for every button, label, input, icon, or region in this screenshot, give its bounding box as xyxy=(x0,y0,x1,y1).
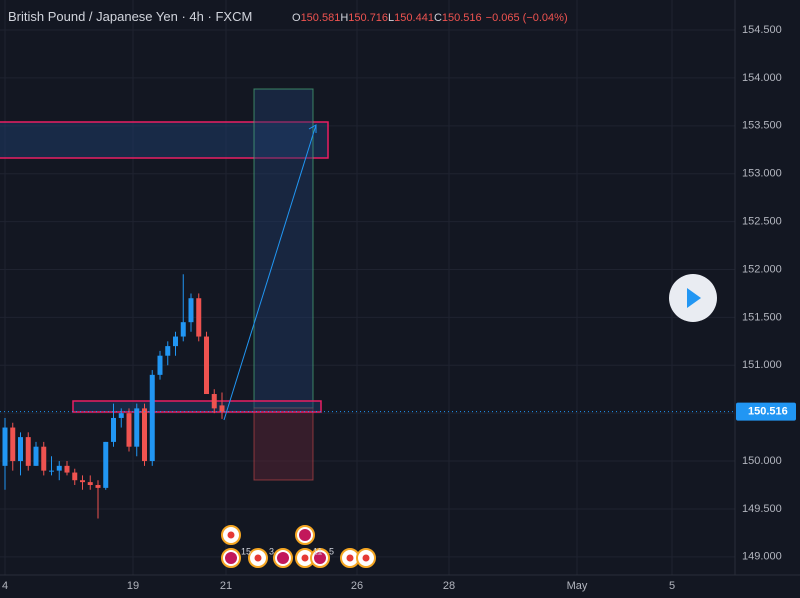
candle-body xyxy=(188,298,194,323)
candle-body xyxy=(196,298,202,337)
candle-body xyxy=(64,465,70,473)
candle-body xyxy=(103,441,109,488)
candle-body xyxy=(111,417,116,442)
candle-body xyxy=(219,405,225,412)
candle-body xyxy=(173,336,178,347)
candle-body xyxy=(49,470,54,472)
candle-body xyxy=(80,480,85,483)
candle-body xyxy=(180,322,186,337)
candle-body xyxy=(149,374,155,462)
event-flag xyxy=(362,554,370,562)
y-tick-label: 149.500 xyxy=(742,503,782,515)
candle-body xyxy=(165,346,171,356)
event-flag xyxy=(227,531,235,539)
projection-arrow xyxy=(223,124,317,421)
y-tick-label: 154.000 xyxy=(742,72,782,84)
last-price-tag xyxy=(736,402,796,421)
candle-body xyxy=(95,485,101,488)
event-flag xyxy=(314,552,326,564)
last-price-label: 150.516 xyxy=(748,406,788,418)
x-tick-label: 19 xyxy=(127,580,139,592)
candle-body xyxy=(204,336,209,395)
y-tick-label: 152.000 xyxy=(742,263,782,275)
event-flag xyxy=(277,552,289,564)
event-count: 3 xyxy=(269,546,274,556)
header: British Pound / Japanese Yen · 4h · FXCM… xyxy=(8,9,568,24)
zone-upper xyxy=(0,121,329,159)
candle-body xyxy=(56,465,62,471)
candle-body xyxy=(10,427,16,462)
ohlc-key: O xyxy=(292,12,301,24)
x-tick-label: 4 xyxy=(2,580,8,592)
target-box xyxy=(253,88,314,409)
candle-body xyxy=(142,408,147,462)
x-tick-label: 28 xyxy=(443,580,455,592)
ohlc-value: 150.441 xyxy=(394,12,434,24)
event-count: 15 xyxy=(241,546,251,556)
play-icon xyxy=(687,288,701,308)
y-tick-label: 150.000 xyxy=(742,455,782,467)
y-tick-label: 151.500 xyxy=(742,311,782,323)
change: −0.065 (−0.04%) xyxy=(486,12,568,24)
ohlc-key: H xyxy=(340,12,348,24)
event-flag xyxy=(346,554,354,562)
y-tick-label: 153.500 xyxy=(742,120,782,132)
candle-body xyxy=(18,437,23,462)
zone-lower xyxy=(72,400,322,413)
ohlc-value: 150.581 xyxy=(301,12,341,24)
ohlc-key: C xyxy=(434,12,442,24)
price-axis xyxy=(735,0,800,598)
header-text: British Pound / Japanese Yen · 4h · FXCM xyxy=(8,9,252,24)
ohlc-value: 150.516 xyxy=(442,12,482,24)
candle-body xyxy=(33,446,39,466)
y-tick-label: 153.000 xyxy=(742,168,782,180)
candle-body xyxy=(118,413,124,418)
event-count: 11 xyxy=(313,546,322,556)
stop-box xyxy=(253,407,314,481)
x-tick-label: 21 xyxy=(220,580,232,592)
symbol: British Pound / Japanese Yen xyxy=(8,9,178,24)
event-flag xyxy=(299,529,311,541)
candle-body xyxy=(126,413,132,447)
y-tick-label: 152.500 xyxy=(742,216,782,228)
event-flag xyxy=(225,552,237,564)
ohlc-value: 150.716 xyxy=(348,12,388,24)
arrow-head xyxy=(308,124,317,133)
candle-body xyxy=(87,482,93,486)
y-tick-label: 154.500 xyxy=(742,24,782,36)
candle-body xyxy=(211,394,217,409)
candle-body xyxy=(134,408,140,447)
x-tick-label: May xyxy=(567,580,588,592)
candle-body xyxy=(72,472,78,481)
x-tick-label: 26 xyxy=(351,580,363,592)
ohlc: O150.581H150.716L150.441C150.516 −0.065 (… xyxy=(292,12,568,24)
source: FXCM xyxy=(215,9,252,24)
candle-body xyxy=(157,355,163,375)
x-tick-label: 5 xyxy=(669,580,675,592)
candle-body xyxy=(25,437,31,466)
event-flag xyxy=(254,554,262,562)
event-flag xyxy=(301,554,309,562)
ohlc-key: L xyxy=(388,12,394,24)
candles xyxy=(2,274,225,519)
candle-body xyxy=(41,446,47,471)
event-count: 5 xyxy=(329,546,334,556)
interval: 4h xyxy=(189,9,203,24)
y-tick-label: 151.000 xyxy=(742,359,782,371)
candle-body xyxy=(2,427,8,466)
grid xyxy=(0,0,735,575)
events: 15 3 11 5 xyxy=(221,525,376,568)
y-tick-label: 149.000 xyxy=(742,551,782,563)
